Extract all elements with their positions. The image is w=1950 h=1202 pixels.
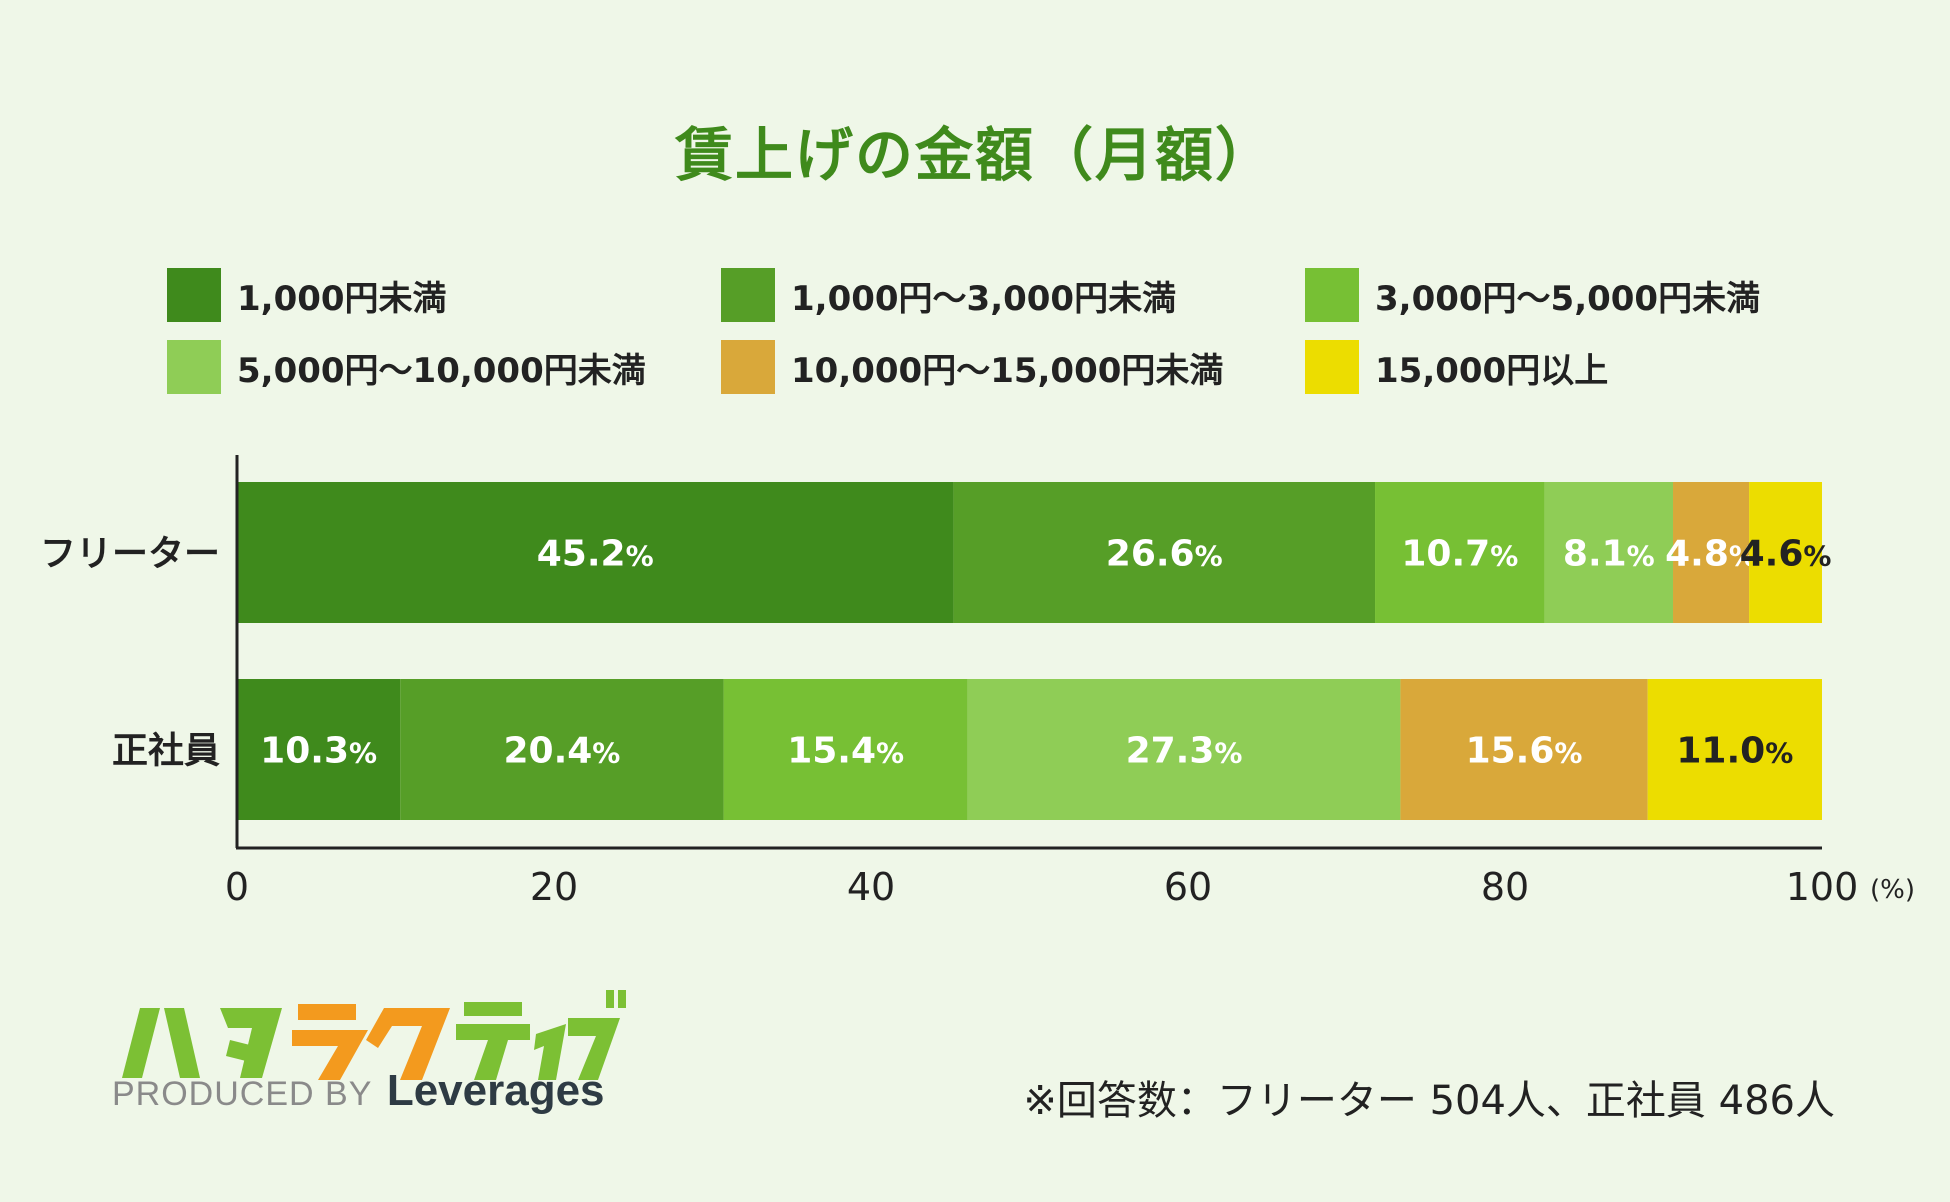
bar-segment (1749, 482, 1822, 623)
logo-subtitle: PRODUCED BY Leverages (112, 1066, 605, 1116)
data-label: 8.1% (1563, 534, 1655, 575)
logo-glyph (456, 1024, 530, 1040)
legend-item: 3,000円～5,000円未満 (1305, 268, 1760, 322)
data-label: 20.4% (503, 731, 620, 772)
x-tick-label: 0 (225, 865, 249, 909)
legend-swatch (167, 340, 221, 394)
data-label: 15.4% (787, 731, 904, 772)
bar-segment (237, 482, 954, 623)
data-label: 27.3% (1126, 731, 1243, 772)
x-tick-label: 100 (1786, 865, 1859, 909)
produced-by-text: PRODUCED BY (112, 1075, 373, 1113)
data-label: 4.6% (1740, 534, 1832, 575)
x-tick-label: 60 (1164, 865, 1212, 909)
x-tick-label: 40 (847, 865, 895, 909)
legend-swatch (721, 268, 775, 322)
legend-label: 5,000円～10,000円未満 (237, 350, 646, 391)
logo-glyph (220, 1008, 282, 1078)
logo-glyph (298, 1004, 356, 1020)
x-tick-label: 80 (1481, 865, 1529, 909)
data-label: 10.7% (1401, 534, 1518, 575)
logo-glyph (618, 990, 626, 1008)
response-count-note: ※回答数：フリーター 504人、正社員 486人 (1023, 1078, 1835, 1124)
category-label: フリーター (40, 534, 220, 575)
legend-item: 15,000円以上 (1305, 340, 1608, 394)
logo-glyph (606, 990, 614, 1008)
data-label: 26.6% (1106, 534, 1223, 575)
bar-segment (1673, 482, 1750, 623)
legend-swatch (721, 340, 775, 394)
logo-glyph (534, 1024, 566, 1080)
legend-item: 1,000円未満 (167, 268, 447, 322)
logo-glyph (226, 1040, 262, 1064)
logo-glyph (474, 1040, 508, 1080)
logo-glyph (164, 1008, 200, 1078)
x-tick-label: 20 (530, 865, 578, 909)
legend-label: 1,000円～3,000円未満 (791, 278, 1177, 319)
legend-label: 1,000円未満 (237, 278, 447, 319)
bar-segment (723, 679, 968, 820)
logo-glyph (568, 1018, 620, 1080)
x-axis-unit: (%) (1870, 875, 1915, 905)
logo-glyph (366, 1008, 450, 1080)
bar-segment (1375, 482, 1545, 623)
legend-item: 10,000円～15,000円未満 (721, 340, 1223, 394)
legend-item: 1,000円～3,000円未満 (721, 268, 1176, 322)
chart-title: 賃上げの金額（月額） (674, 121, 1275, 189)
bar-segment (1400, 679, 1648, 820)
legend: 1,000円未満 1,000円～3,000円未満 3,000円～5,000円未満… (0, 0, 1950, 420)
data-label: 15.6% (1466, 731, 1583, 772)
bar-segment (1544, 482, 1674, 623)
leverages-brand: Leverages (386, 1066, 605, 1115)
legend-swatch (1305, 268, 1359, 322)
legend-item: 5,000円～10,000円未満 (167, 340, 646, 394)
data-label: 45.2% (537, 534, 654, 575)
logo-glyph (122, 1008, 160, 1078)
data-label: 10.3% (260, 731, 377, 772)
data-label: 11.0% (1676, 731, 1793, 772)
legend-label: 15,000円以上 (1375, 350, 1609, 391)
category-label: 正社員 (112, 731, 220, 772)
legend-swatch (1305, 340, 1359, 394)
logo-glyph (292, 1030, 368, 1080)
legend-label: 3,000円～5,000円未満 (1375, 278, 1761, 319)
hataractive-logo (122, 990, 626, 1080)
logo-glyph (464, 1002, 522, 1016)
bar-segment (967, 679, 1401, 820)
bar-segment (237, 679, 401, 820)
bar-segment (400, 679, 724, 820)
legend-label: 10,000円～15,000円未満 (791, 350, 1224, 391)
bar-segment (1647, 679, 1822, 820)
legend-swatch (167, 268, 221, 322)
bar-segment (953, 482, 1376, 623)
logo-wordmark-glyphs (122, 990, 626, 1080)
